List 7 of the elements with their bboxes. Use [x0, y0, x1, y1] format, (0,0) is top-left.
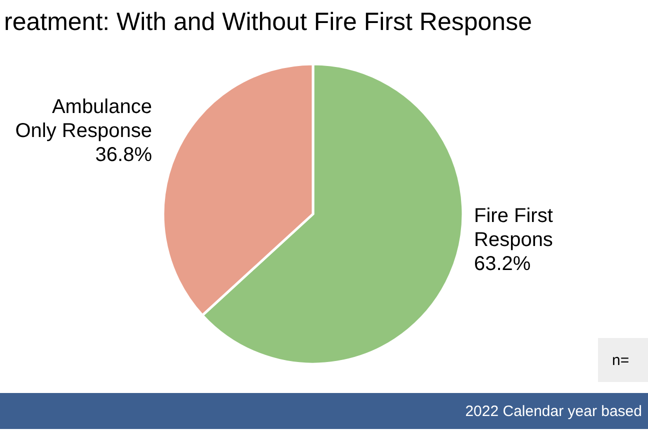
- chart-title: reatment: With and Without Fire First Response: [4, 8, 532, 36]
- data-label: 36.8%: [95, 144, 152, 166]
- text: 2022 Calendar year based: [465, 403, 642, 420]
- slice-label: Fire First Respons: [474, 205, 554, 251]
- text: n=: [612, 352, 630, 369]
- data-label: 63.2%: [474, 253, 531, 275]
- slice-label: Ambulance Only Response: [15, 96, 152, 142]
